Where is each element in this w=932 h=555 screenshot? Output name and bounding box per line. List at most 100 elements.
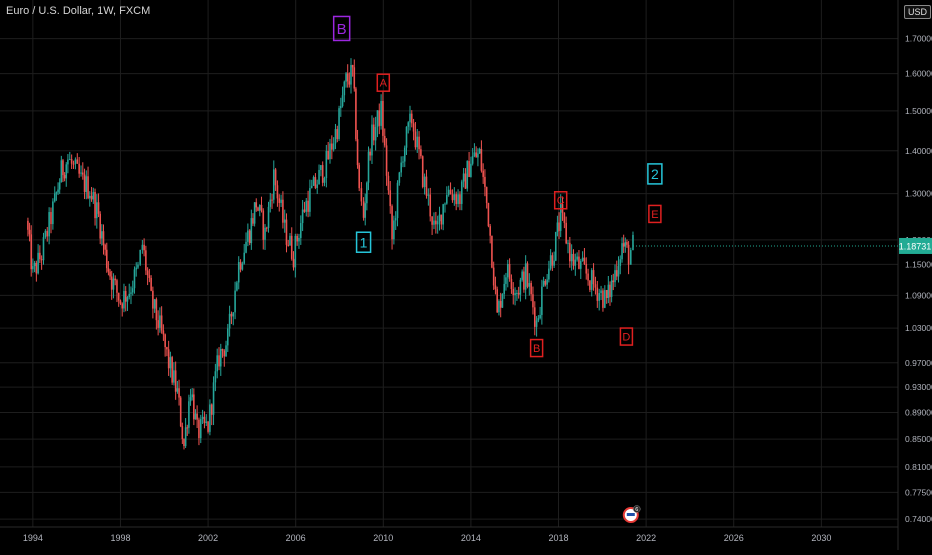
candle-body	[614, 270, 616, 283]
candle-body	[30, 234, 33, 270]
candle-body	[563, 212, 566, 223]
candle-body	[126, 297, 129, 302]
candle-body	[466, 161, 469, 189]
candle-body	[464, 173, 467, 189]
candle-body	[181, 426, 184, 439]
candle-body	[123, 290, 125, 309]
candle-body	[207, 421, 209, 432]
wave-label: C	[557, 195, 565, 207]
candle-body	[243, 252, 246, 264]
candle-body	[294, 236, 297, 268]
candle-body	[169, 357, 172, 369]
candle-body	[423, 176, 426, 187]
candle-body	[37, 252, 39, 274]
candle-body	[209, 404, 211, 432]
wave-label-box	[619, 327, 634, 346]
candle-body	[128, 293, 131, 298]
candle-body	[444, 203, 446, 205]
candle-body	[558, 222, 560, 231]
candle-body	[55, 192, 58, 194]
candle-body	[553, 260, 555, 266]
candle-body	[341, 95, 344, 107]
candle-body	[533, 307, 536, 327]
candle-body	[343, 81, 346, 96]
x-tick-label: 2002	[198, 533, 218, 543]
candle-body	[245, 241, 247, 253]
candle-body	[141, 244, 144, 250]
x-tick-label: 2026	[724, 533, 744, 543]
candle-body	[255, 202, 258, 208]
candle-body	[544, 280, 547, 285]
candle-body	[594, 284, 597, 288]
candle-body	[574, 259, 577, 266]
candle-body	[410, 113, 413, 124]
wave-label: A	[380, 78, 388, 90]
candle-body	[186, 427, 189, 429]
candle-body	[548, 268, 550, 280]
candle-body	[516, 292, 518, 294]
candle-body	[334, 129, 337, 144]
wave-label-box	[355, 231, 372, 253]
candle-body	[155, 299, 158, 321]
candle-body	[239, 262, 242, 270]
candle-body	[427, 194, 430, 196]
candle-body	[510, 278, 513, 289]
candle-body	[382, 101, 384, 136]
wave-label: B	[533, 343, 540, 355]
candle-body	[581, 257, 584, 262]
wave-label: 2	[651, 166, 659, 182]
candle-body	[607, 284, 610, 299]
candle-body	[449, 189, 452, 195]
candle-body	[96, 202, 98, 219]
candle-body	[241, 263, 244, 270]
y-tick-label: 1.50000	[905, 106, 932, 116]
wave-label-box	[553, 191, 568, 210]
candle-body	[102, 231, 105, 245]
symbol-title[interactable]: Euro / U.S. Dollar, 1W, FXCM	[6, 5, 151, 17]
event-flag-stripe	[626, 513, 635, 516]
candle-body	[425, 176, 428, 196]
candle-body	[316, 184, 319, 188]
candle-body	[68, 159, 71, 161]
candle-body	[221, 348, 224, 351]
candle-body	[318, 170, 320, 185]
candle-body	[76, 159, 79, 164]
candle-body	[579, 261, 582, 269]
candle-body	[83, 174, 86, 192]
candle-body	[598, 293, 600, 301]
candle-body	[164, 334, 166, 348]
candle-body	[178, 388, 180, 398]
y-tick-label: 1.15000	[905, 259, 932, 269]
candle-body	[159, 315, 161, 328]
candle-body	[276, 185, 279, 199]
candle-body	[453, 194, 456, 201]
candle-body	[412, 123, 415, 132]
candle-body	[353, 67, 356, 89]
candle-body	[309, 188, 311, 212]
candle-body	[380, 101, 382, 126]
candle-body	[78, 163, 80, 174]
wave-label: 1	[360, 234, 368, 250]
x-tick-label: 2014	[461, 533, 481, 543]
candle-body	[257, 207, 259, 211]
candle-body	[247, 230, 249, 242]
candle-body	[116, 280, 118, 293]
x-tick-label: 1998	[110, 533, 130, 543]
candle-body	[48, 212, 50, 237]
candle-body	[496, 289, 498, 313]
candle-body	[436, 221, 439, 225]
candle-body	[519, 279, 522, 295]
candle-body	[371, 124, 373, 156]
candle-body	[578, 256, 580, 269]
candle-body	[489, 226, 491, 236]
candle-body	[610, 280, 613, 297]
currency-button[interactable]: USD	[904, 5, 932, 19]
candle-body	[124, 290, 127, 302]
candle-body	[530, 283, 532, 295]
candle-body	[626, 242, 628, 245]
candle-body	[81, 172, 84, 175]
